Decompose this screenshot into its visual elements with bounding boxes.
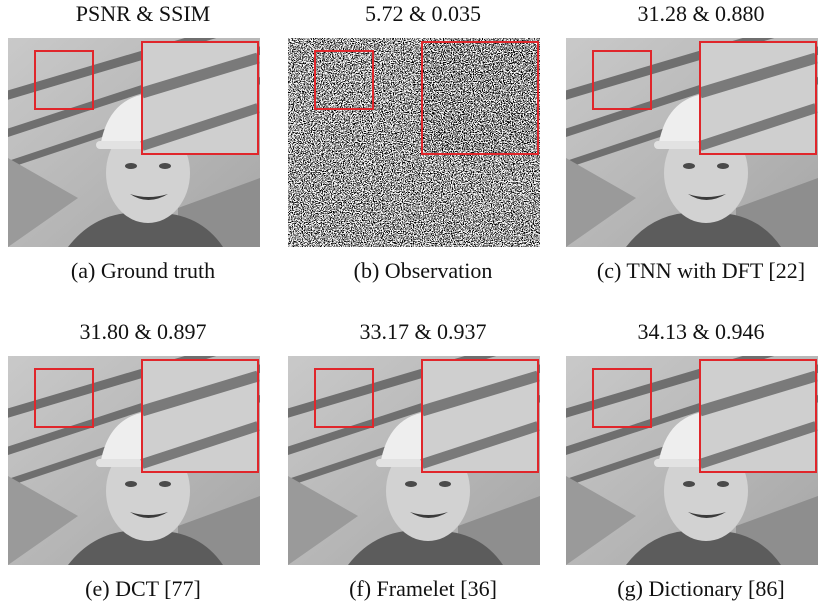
beam-stripe <box>8 356 217 418</box>
panel-caption: (a) Ground truth <box>70 258 216 283</box>
result-image <box>288 38 540 247</box>
region-box <box>592 368 652 428</box>
metric-label: PSNR & SSIM <box>75 1 211 26</box>
zoom-inset <box>420 360 540 472</box>
zoom-box <box>141 359 259 473</box>
eye <box>683 163 695 169</box>
metric-label: 5.72 & 0.035 <box>364 1 482 26</box>
wall-shape <box>566 476 636 565</box>
zoom-inset <box>422 42 538 154</box>
panel-caption: (e) DCT [77] <box>85 576 201 601</box>
region-box <box>34 50 94 110</box>
eye <box>439 481 451 487</box>
result-image <box>288 356 540 565</box>
eye <box>717 481 729 487</box>
metric-label: 34.13 & 0.946 <box>637 319 765 344</box>
region-box <box>592 50 652 110</box>
eye <box>159 481 171 487</box>
wall-shape <box>566 158 636 247</box>
eye <box>159 163 171 169</box>
shoulders <box>68 212 223 247</box>
eye <box>405 481 417 487</box>
zoom-box <box>421 41 539 155</box>
zoom-inset <box>698 42 818 154</box>
mouth <box>688 194 726 200</box>
mouth <box>130 512 168 518</box>
panel-caption: (g) Dictionary [86] <box>617 576 785 601</box>
zoom-box <box>421 359 539 473</box>
result-image <box>566 356 818 565</box>
eye <box>125 481 137 487</box>
eye <box>683 481 695 487</box>
beam-stripe <box>288 356 497 418</box>
beam-stripe <box>8 38 217 100</box>
shoulders <box>626 530 781 565</box>
zoom-inset <box>140 360 260 472</box>
mouth <box>688 512 726 518</box>
wall-shape <box>8 476 78 565</box>
eye <box>125 163 137 169</box>
metric-label: 31.80 & 0.897 <box>79 319 207 344</box>
shoulders <box>68 530 223 565</box>
mouth <box>130 194 168 200</box>
metric-label: 31.28 & 0.880 <box>637 1 765 26</box>
result-image <box>566 38 818 247</box>
region-box <box>34 368 94 428</box>
eye <box>717 163 729 169</box>
zoom-box <box>141 41 259 155</box>
beam-stripe <box>566 356 775 418</box>
zoom-box <box>699 41 817 155</box>
beam-stripe <box>566 38 775 100</box>
shoulders <box>348 530 503 565</box>
shoulders <box>626 212 781 247</box>
result-image <box>8 356 260 565</box>
zoom-inset <box>698 360 818 472</box>
zoom-inset <box>140 42 260 154</box>
metric-label: 33.17 & 0.937 <box>359 319 487 344</box>
result-image <box>8 38 260 247</box>
panel-caption: (c) TNN with DFT [22] <box>596 258 806 283</box>
wall-shape <box>288 476 358 565</box>
region-box <box>314 50 374 110</box>
panel-caption: (f) Framelet [36] <box>349 576 497 601</box>
mouth <box>410 512 448 518</box>
zoom-box <box>699 359 817 473</box>
panel-caption: (b) Observation <box>353 258 493 283</box>
region-box <box>314 368 374 428</box>
wall-shape <box>8 158 78 247</box>
